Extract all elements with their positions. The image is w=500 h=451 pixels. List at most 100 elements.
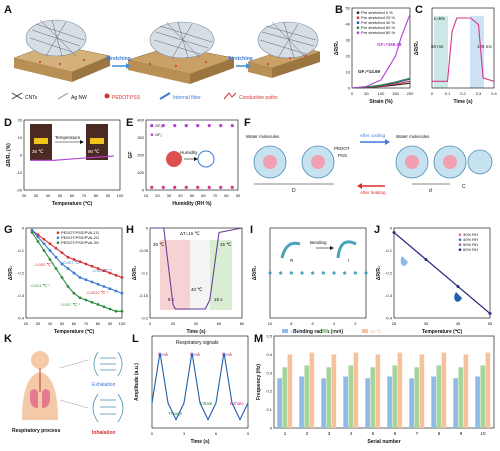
panel-b-xtick: 50 <box>364 91 369 96</box>
panel-c-ylabel: ΔR/R₀ <box>414 41 420 55</box>
panel-i-xtick: 6 <box>312 321 315 326</box>
panel-c-xtick: 0.1 <box>445 91 451 96</box>
panel-m-bar <box>480 365 486 428</box>
panel-g-xtick: 70 <box>84 321 89 326</box>
panel-d-xtick: 60 <box>70 193 75 198</box>
panel-a-stretch-label-2: Stretching <box>228 56 253 62</box>
panel-e-point <box>173 185 177 189</box>
panel-g-point <box>66 255 70 259</box>
panel-b-ytick: 20 <box>346 54 351 59</box>
panel-g-point <box>90 280 94 284</box>
panel-e-point <box>196 124 200 128</box>
panel-e-xtick: 10 <box>144 193 149 198</box>
panel-c-xlabel: Time (s) <box>453 99 472 105</box>
panel-l-xlabel: Time (s) <box>190 439 209 445</box>
panel-m-bar <box>431 376 436 428</box>
panel-i-point <box>289 271 293 275</box>
panel-b-letter: B <box>335 4 343 16</box>
panel-j-xtick: 25 <box>392 321 397 326</box>
panel-b-series-line <box>351 14 411 89</box>
agnw-icon <box>57 92 69 100</box>
panel-g-legend-marker <box>56 236 60 239</box>
panel-g-xtick: 60 <box>72 321 77 326</box>
panel-g-point <box>96 282 100 286</box>
panel-d-ytick: 20 <box>18 118 23 123</box>
panel-b-gf-low: GF₁=14.69 <box>358 69 380 74</box>
panel-j-legend-label: 60% RH <box>463 247 478 252</box>
panel-b-gf-high: GF₂=368.58 <box>377 42 402 47</box>
panel-g-xtick: 90 <box>108 321 113 326</box>
panel-a-stretch-label-1: Stretching <box>106 56 131 62</box>
panel-m-bar <box>304 365 310 428</box>
panel-i-xlabel: Bending radius (mm) <box>293 329 343 335</box>
panel-g-xlabel: Temperature (℃) <box>54 328 95 335</box>
panel-g-ytick: -0.4 <box>17 316 25 321</box>
panel-b-xtick: 150 <box>392 91 399 96</box>
panel-m-bar <box>453 378 458 428</box>
panel-b-ytick: 30 <box>346 38 351 43</box>
panel-k-inhalation: Inhalation <box>92 430 116 436</box>
panel-g-point <box>30 231 34 234</box>
panel-m-bar <box>409 378 414 428</box>
panel-m-bar <box>463 354 469 428</box>
panel-m-xtick: 2 <box>306 431 309 436</box>
panel-m-ytick: 0.5 <box>266 334 272 339</box>
panel-m-xtick: 7 <box>416 431 419 436</box>
panel-b-axes <box>351 7 411 89</box>
panel-e-point <box>161 124 165 128</box>
panel-a-schematic <box>13 19 321 84</box>
panel-g-series-line <box>31 232 122 312</box>
panel-d-ytick: 10 <box>18 135 23 140</box>
panel-m-bar <box>370 367 376 428</box>
panel-b-legend-marker <box>356 31 360 34</box>
panel-g-point <box>48 242 52 246</box>
panel-b-xlabel: Strain (%) <box>369 99 393 105</box>
panel-g-legend-label: PEDOT:PSS/PVA-3G <box>61 240 99 245</box>
panel-b-legend-label: Pre stretched 0 % <box>361 10 393 15</box>
panel-e-xlabel: Humidity (RH %) <box>172 201 212 207</box>
panel-g-point <box>108 307 112 311</box>
panel-m-bar <box>397 352 403 428</box>
panel-i-point <box>279 271 283 275</box>
panel-i-ylabel: ΔR/R₀ <box>252 266 258 280</box>
panel-f-pedot: PEDOT <box>334 146 350 151</box>
panel-d-ytick: -10 <box>16 170 23 175</box>
panel-b-legend-marker <box>356 26 360 30</box>
panel-j-xtick: 45 <box>456 321 461 326</box>
panel-e-letter: E <box>126 117 133 129</box>
panel-m-bar <box>375 354 381 428</box>
panel-e-ytick: 400 <box>137 118 144 123</box>
panel-m-ytick: 0.2 <box>266 389 272 394</box>
panel-m-ytick: 0.3 <box>266 370 272 375</box>
panel-m-legend-swatch <box>322 329 328 333</box>
panel-h-time-2: 15 s <box>214 297 223 302</box>
static-layer: A <box>4 4 495 436</box>
panel-m-bar <box>309 352 315 428</box>
panel-d-ytick: -20 <box>16 188 23 193</box>
panel-e-xtick: 60 <box>201 193 206 198</box>
panel-f-after-cooling: After cooling <box>360 133 386 138</box>
panel-g-point <box>48 258 52 261</box>
panel-g-series-line <box>31 229 123 279</box>
panel-g-legend-label: PEDOT:PSS/PVA-2G <box>61 235 99 240</box>
panel-e-point <box>161 185 165 189</box>
panel-m-ytick: 0.1 <box>266 407 272 412</box>
panel-d-ylabel: ΔR/R₀ (%) <box>6 143 12 167</box>
panel-g-point <box>60 276 64 279</box>
panel-e-xtick: 80 <box>224 193 229 198</box>
panel-g-annot-1: -0.003 ℃⁻¹ <box>34 262 55 267</box>
panel-g-point <box>120 309 124 313</box>
panel-g-ytick: -0.1 <box>17 248 25 253</box>
panel-h-t-low2: 25 ℃ <box>220 242 232 247</box>
panel-b-ytick: 0 <box>348 86 351 91</box>
panel-h-xtick: 20 <box>171 321 176 326</box>
panel-g-point <box>42 249 46 252</box>
panel-d-ytick: 0 <box>20 153 23 158</box>
panel-d-letter: D <box>4 117 12 129</box>
legend-fiber: Internal fiber <box>173 95 201 101</box>
panel-b-xtick: 100 <box>378 91 385 96</box>
panel-c-t2: 125 ms <box>477 44 493 49</box>
panel-i-xtick: 4 <box>333 321 336 326</box>
panel-g-point <box>36 235 40 239</box>
panel-m-legend-swatch <box>362 329 368 333</box>
